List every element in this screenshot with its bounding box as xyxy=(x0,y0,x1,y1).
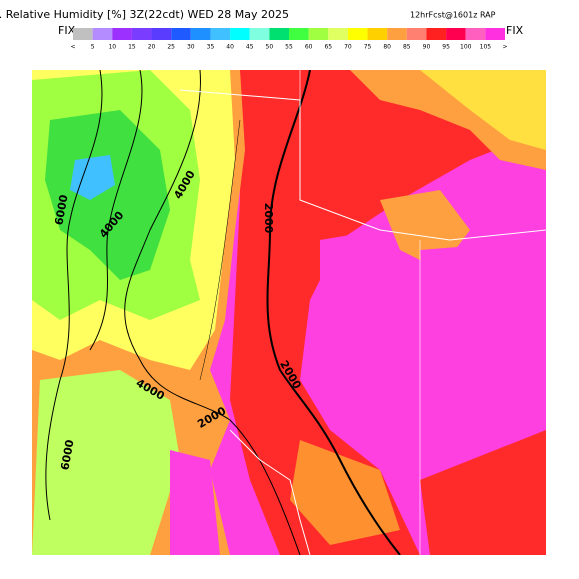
colorbar-label: 50 xyxy=(266,44,274,51)
colorbar-swatch xyxy=(406,28,427,40)
colorbar-swatch xyxy=(171,28,191,40)
colorbar-swatch xyxy=(249,28,270,40)
colorbar-label: 5 xyxy=(91,44,95,51)
colorbar-label: 45 xyxy=(246,44,254,51)
colorbar-label: 30 xyxy=(187,44,195,51)
moist-zone xyxy=(420,430,546,555)
colorbar-label: 10 xyxy=(108,44,116,51)
colorbar: <5 10 15 20 25 30 35 40 45 50 55 60 65 70 75 80 85 90 95 10… xyxy=(70,28,508,51)
colorbar-swatch xyxy=(347,28,368,40)
colorbar-label: 65 xyxy=(324,44,332,51)
colorbar-swatch xyxy=(92,28,113,40)
moist-zone xyxy=(290,440,400,545)
colorbar-label: 15 xyxy=(128,44,136,51)
colorbar-label: 105 xyxy=(480,44,492,51)
colorbar-label: 35 xyxy=(207,44,215,51)
contour-line xyxy=(89,70,143,351)
colorbar-label: 75 xyxy=(364,44,372,51)
moist-zone xyxy=(320,230,430,380)
colorbar-swatch xyxy=(289,28,309,40)
colorbar-label: < xyxy=(70,44,75,51)
contour-line xyxy=(45,70,103,521)
colorbar-label: 20 xyxy=(148,44,156,51)
contour-label: 2000 xyxy=(262,203,275,234)
colorbar-swatch xyxy=(131,28,152,40)
colorbar-swatch xyxy=(151,28,172,40)
border-line xyxy=(229,429,311,555)
colorbar-swatch xyxy=(73,28,93,40)
border-line xyxy=(179,89,546,241)
colorbar-swatch xyxy=(387,28,407,40)
fix-right: FIX xyxy=(506,24,524,37)
contour-label: 6000 xyxy=(58,438,76,471)
colorbar-label: > xyxy=(502,44,507,51)
colorbar-label: 85 xyxy=(403,44,411,51)
colorbar-swatch xyxy=(210,28,231,40)
colorbar-swatch xyxy=(308,28,329,40)
colorbar-swatch xyxy=(485,28,505,40)
colorbar-swatch xyxy=(328,28,348,40)
colorbar-label: 70 xyxy=(344,44,352,51)
dry-zone xyxy=(45,110,170,280)
moist-zone xyxy=(420,240,546,440)
moist-zone xyxy=(420,70,546,150)
moist-zone xyxy=(230,70,546,555)
fix-left: FIX xyxy=(58,24,76,37)
colorbar-swatch xyxy=(190,28,211,40)
colorbar-label: 90 xyxy=(423,44,431,51)
dry-zone xyxy=(70,155,115,200)
borders xyxy=(179,70,546,555)
border-line xyxy=(299,70,421,555)
contours xyxy=(45,70,401,555)
colorbar-swatch xyxy=(465,28,486,40)
colorbar-swatch xyxy=(230,28,250,40)
moist-zone xyxy=(170,450,220,555)
colorbar-label: 60 xyxy=(305,44,313,51)
colorbar-swatch xyxy=(446,28,466,40)
colorbar-swatch xyxy=(112,28,132,40)
contour-line xyxy=(266,70,401,555)
colorbar-label: 40 xyxy=(226,44,234,51)
contour-label: 6000 xyxy=(52,193,70,226)
colorbar-label: 25 xyxy=(167,44,175,51)
colorbar-label: 100 xyxy=(460,44,472,51)
colorbar-label: 55 xyxy=(285,44,293,51)
colorbar-swatch xyxy=(269,28,289,40)
colorbar-label: 80 xyxy=(383,44,391,51)
colorbar-swatch xyxy=(426,28,447,40)
forecast-info: 12hrFcst@1601z RAP xyxy=(410,11,496,20)
contour-line xyxy=(199,119,241,381)
dry-zone xyxy=(32,370,180,555)
title: BL Max. Relative Humidity [%] 3Z(22cdt) … xyxy=(0,8,289,21)
colorbar-swatch xyxy=(367,28,388,40)
contour-line xyxy=(124,70,301,555)
colorbar-label: 95 xyxy=(442,44,450,51)
